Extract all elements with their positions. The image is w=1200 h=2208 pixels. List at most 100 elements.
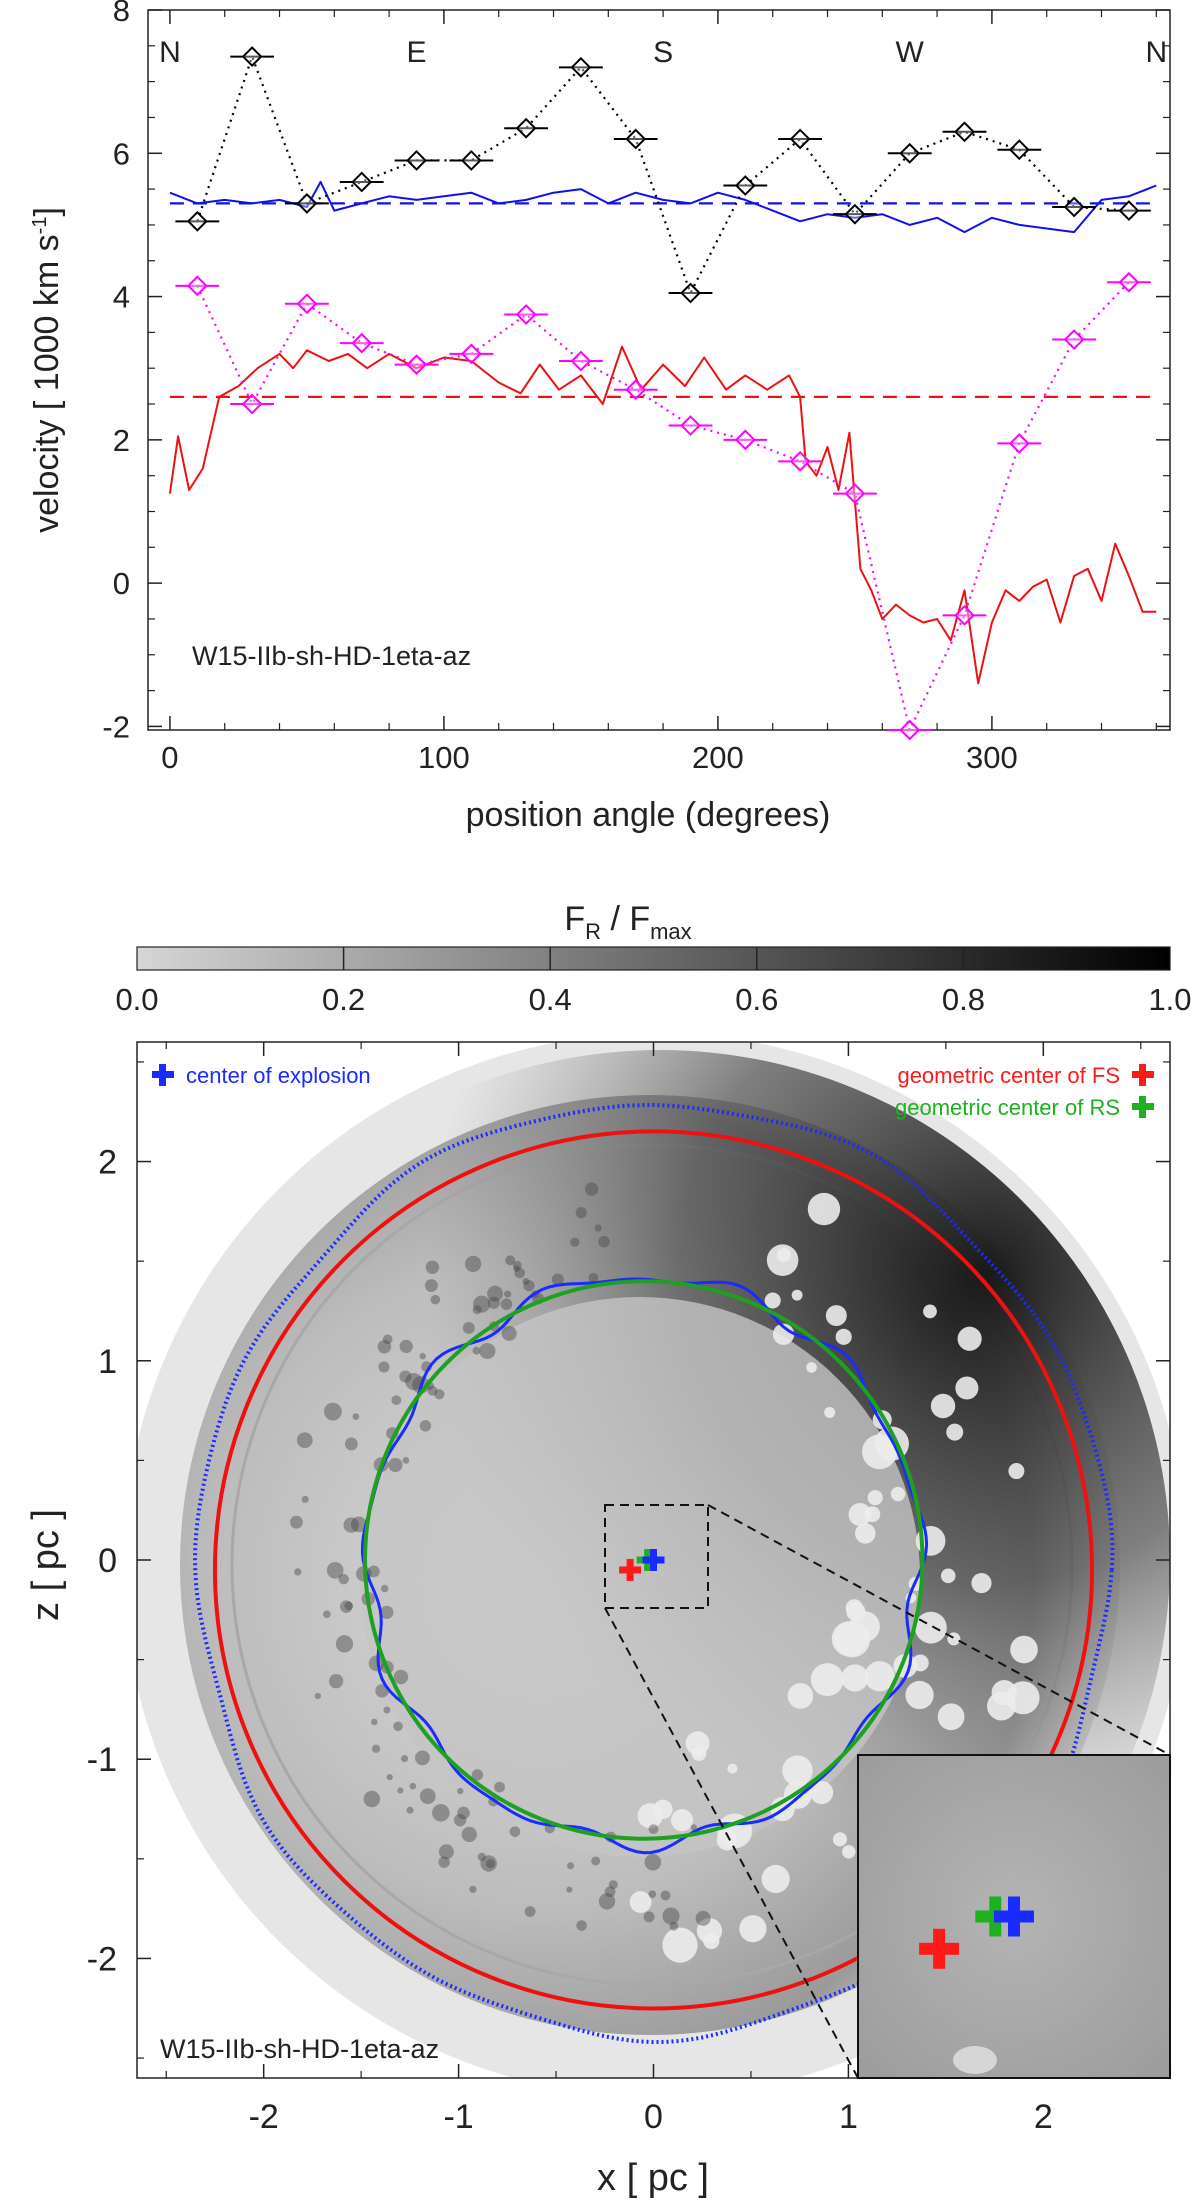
- colorbar-tick-label: 0.8: [942, 982, 985, 1017]
- rt-finger: [469, 1885, 477, 1894]
- rt-finger: [576, 1920, 587, 1931]
- rt-finger: [339, 1600, 353, 1613]
- rt-finger: [405, 1373, 423, 1391]
- rt-finger: [344, 1601, 354, 1611]
- measured-dotted-line: [196, 53, 1129, 296]
- rt-finger: [290, 1515, 303, 1529]
- rt-finger: [503, 1290, 512, 1298]
- y-tick-label: 6: [113, 136, 130, 171]
- data-point: [406, 354, 427, 376]
- ejecta-clump: [957, 1326, 982, 1351]
- data-point: [515, 304, 537, 325]
- colorbar-title: FR / Fmax: [564, 900, 691, 944]
- data-point: [351, 171, 373, 193]
- rt-finger: [662, 1907, 680, 1925]
- ejecta-clump: [842, 1845, 856, 1859]
- direction-label: W: [896, 36, 925, 69]
- rt-finger: [380, 1584, 389, 1593]
- colorbar-title-sub-r: R: [585, 919, 601, 944]
- rt-finger: [427, 1385, 438, 1396]
- rt-finger: [399, 1339, 413, 1354]
- legend-explosion-label: center of explosion: [186, 1063, 371, 1088]
- rt-finger: [351, 1516, 367, 1533]
- rt-finger: [402, 1456, 410, 1464]
- ejecta-clump: [776, 1248, 791, 1263]
- ejecta-clump: [703, 1932, 720, 1950]
- ejecta-clump: [864, 1661, 895, 1692]
- velocity-axis-ticks: 0 100 200 300 -2 0 2 4 6 8: [102, 0, 1170, 775]
- data-point: [570, 56, 592, 78]
- ejecta-clump: [890, 1486, 906, 1502]
- rt-finger: [487, 1285, 504, 1302]
- rt-finger: [473, 1295, 491, 1313]
- rt-finger: [523, 1280, 535, 1292]
- colorbar-gradient: [136, 946, 1171, 971]
- colorbar-ticks: 0.0 0.2 0.4 0.6 0.8 1.0: [115, 947, 1192, 1017]
- rt-finger: [594, 1224, 602, 1232]
- zoom-centers: [919, 1896, 1034, 1969]
- map-x-axis-title: x [ pc ]: [597, 2157, 709, 2199]
- rt-finger: [575, 1207, 587, 1219]
- data-point: [625, 128, 647, 150]
- ejecta-clump: [691, 1746, 707, 1761]
- x-axis-title: position angle (degrees): [466, 796, 831, 834]
- ejecta-clump: [739, 1915, 767, 1943]
- ejecta-clump: [855, 1523, 876, 1544]
- x-tick-label: 200: [692, 740, 744, 775]
- measured-points: [175, 46, 1151, 741]
- colorbar-tick-label: 0.6: [735, 982, 778, 1017]
- ejecta-clump: [937, 1703, 965, 1731]
- rt-finger: [598, 1235, 610, 1248]
- ejecta-clump: [915, 1611, 947, 1644]
- y-tick-label: -2: [102, 709, 130, 744]
- data-point: [406, 150, 427, 171]
- x-tick-label: 100: [418, 740, 470, 775]
- rt-finger: [378, 1361, 390, 1373]
- ejecta-clump: [787, 1683, 814, 1709]
- rt-finger: [393, 1669, 409, 1685]
- model-line: [169, 180, 1157, 234]
- ejecta-clump: [940, 1568, 956, 1584]
- data-point: [241, 393, 263, 415]
- legend-rs-center: geometric center of RS: [895, 1095, 1154, 1120]
- y-axis-title-sup: -1: [29, 217, 51, 235]
- ejecta-clump: [764, 1292, 781, 1309]
- y-axis-title-end: ]: [28, 207, 66, 216]
- ejecta-clump: [987, 1691, 1016, 1721]
- data-point: [460, 150, 482, 171]
- ejecta-clump: [848, 1503, 872, 1526]
- ejecta-clump: [637, 1803, 663, 1829]
- rt-finger: [690, 1824, 697, 1831]
- rt-finger: [371, 1744, 381, 1753]
- rt-finger: [294, 1568, 302, 1576]
- rt-finger: [509, 1826, 521, 1837]
- zoom-inset: [857, 1754, 1171, 2079]
- ejecta-clump: [841, 1664, 869, 1692]
- rt-finger: [648, 1824, 659, 1835]
- rt-finger: [326, 1561, 344, 1579]
- rt-finger: [380, 1605, 394, 1619]
- data-point: [186, 275, 208, 297]
- ejecta-clump: [806, 1362, 817, 1373]
- rt-finger: [471, 1769, 484, 1781]
- rt-finger: [301, 1495, 309, 1504]
- ejecta-clump: [807, 1192, 841, 1226]
- data-point: [296, 193, 318, 214]
- ejecta-clump: [1010, 1635, 1038, 1664]
- ejecta-clump: [955, 1376, 979, 1400]
- rt-finger: [643, 1911, 655, 1923]
- map-x-tick-label: 0: [644, 2098, 663, 2136]
- rt-finger: [501, 1325, 517, 1341]
- ejecta-clump: [810, 1780, 834, 1805]
- map-model-label: W15-IIb-sh-HD-1eta-az: [160, 2034, 439, 2064]
- ejecta-clump: [832, 1832, 848, 1847]
- rt-finger: [461, 1826, 477, 1843]
- emission-map: -2 -1 0 1 2 -2 -1 0 1 2 center of explosion geome…: [25, 1041, 1171, 2199]
- map-x-tick-label: 2: [1034, 2098, 1053, 2136]
- rt-finger: [514, 1267, 525, 1279]
- data-point: [1008, 433, 1030, 454]
- ejecta-clump: [629, 1891, 652, 1913]
- map-x-tick-label: -2: [249, 2098, 279, 2136]
- ejecta-clump: [905, 1680, 934, 1710]
- colorbar-tick-label: 0.2: [322, 982, 365, 1017]
